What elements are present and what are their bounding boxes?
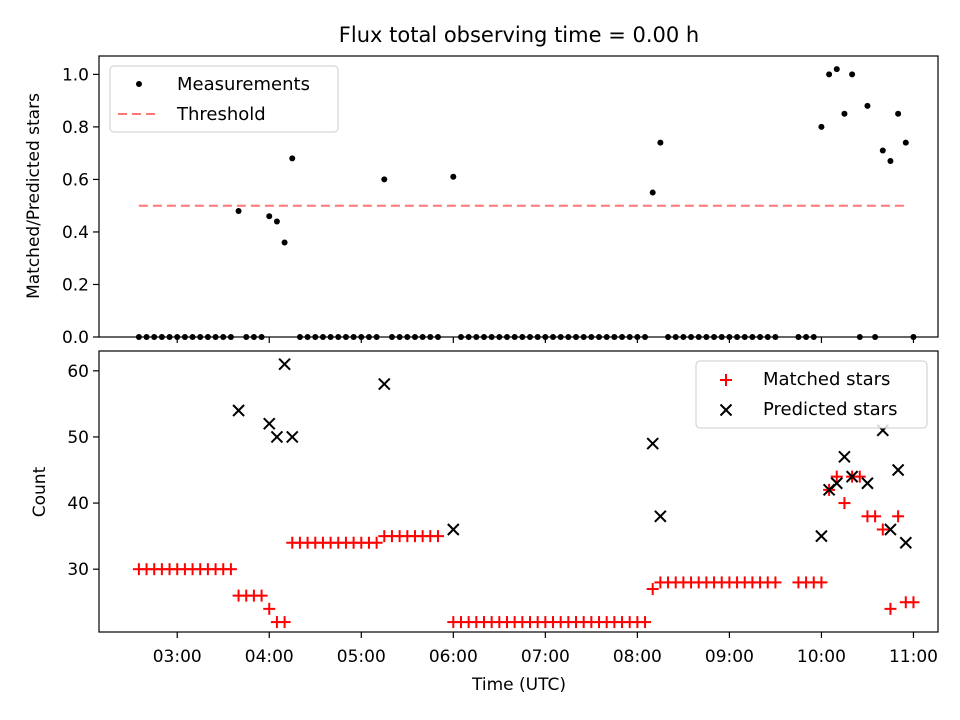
bottom-x-tick-label: 11:00 [889, 647, 938, 667]
matched-star-point [830, 470, 843, 483]
top-axes-frame [98, 55, 939, 338]
measurement-point [818, 123, 825, 130]
matched-star-point [892, 510, 905, 523]
predicted-star-point [899, 536, 912, 549]
legend-measurements-label: Measurements [177, 74, 310, 95]
bottom-x-tick-label: 07:00 [521, 647, 570, 667]
matched-star-point [278, 616, 291, 629]
measurement-point [657, 139, 664, 146]
legend-predicted-symbol [719, 403, 733, 417]
matched-star-point [876, 523, 889, 536]
measurement-point [849, 71, 856, 78]
bottom-y-tick-label: 60 [67, 362, 89, 382]
legend-matched-label: Matched stars [763, 369, 890, 390]
predicted-star-point [861, 477, 874, 490]
matched-star-point [370, 536, 383, 549]
measurement-point [649, 189, 656, 196]
measurement-point [381, 176, 388, 183]
legend-measurements-marker [136, 81, 142, 87]
matched-star-point [907, 596, 920, 609]
measurement-point [887, 158, 894, 165]
matched-star-point [431, 530, 444, 543]
matched-star-point [224, 563, 237, 576]
measurement-point [273, 218, 280, 225]
legend-matched-marker [720, 374, 732, 386]
bottom-x-tick-label: 06:00 [429, 647, 478, 667]
bottom-x-axis: 03:00 04:00 05:00 06:00 07:00 08:00 09:00 10:00… [153, 632, 938, 667]
predicted-star-point [845, 470, 859, 483]
chart-title: Flux total observing time = 0.00 h [339, 23, 699, 47]
bottom-x-tick-label: 08:00 [613, 647, 662, 667]
top-y-tick-label: 0.0 [62, 328, 89, 348]
predicted-star-point [270, 430, 284, 444]
predicted-star-point [830, 477, 843, 490]
measurement-point [450, 173, 457, 180]
bottom-legend-box [695, 360, 928, 429]
predicted-star-point [286, 430, 299, 444]
predicted-star-point [838, 450, 851, 463]
bottom-y-axis: 30 40 50 60 [67, 362, 99, 580]
predicted-star-point [891, 463, 905, 477]
predicted-star-point [654, 510, 667, 523]
bottom-x-tick-label: 10:00 [797, 647, 846, 667]
matched-star-point [769, 576, 782, 589]
measurement-point [895, 110, 902, 117]
bottom-y-axis-label: Count [30, 466, 50, 517]
bottom-y-tick-label: 40 [67, 494, 89, 514]
measurement-point [826, 71, 833, 78]
top-y-tick-label: 0.4 [62, 223, 89, 243]
measurement-points [135, 66, 917, 340]
bottom-x-tick-label: 04:00 [245, 647, 294, 667]
measurement-point [266, 213, 273, 220]
matched-star-point [639, 616, 652, 629]
legend-threshold-label: Threshold [176, 104, 266, 125]
bottom-y-tick-label: 30 [67, 560, 89, 580]
top-y-axis: 0.0 0.2 0.4 0.6 0.8 1.0 [62, 65, 99, 348]
legend-predicted-label: Predicted stars [763, 399, 897, 420]
predicted-star-point [646, 437, 659, 450]
bottom-axes-frame [98, 350, 939, 633]
x-axis-label: Time (UTC) [471, 675, 566, 695]
count-points [132, 358, 920, 629]
predicted-star-point [232, 404, 245, 417]
matched-star-point [884, 602, 897, 615]
legend-matched-symbol [720, 374, 732, 386]
predicted-star-point [447, 523, 460, 536]
matched-star-point [853, 470, 866, 483]
predicted-star-point [263, 417, 276, 430]
top-legend-box [109, 65, 339, 133]
matched-star-point [646, 583, 659, 596]
top-y-tick-label: 0.6 [62, 170, 89, 190]
measurement-point [281, 239, 288, 246]
predicted-star-point [815, 529, 828, 543]
measurement-point [841, 110, 848, 117]
measurement-point [879, 147, 886, 154]
legend-predicted-marker [719, 403, 733, 417]
matched-star-point [838, 497, 851, 510]
bottom-x-tick-label: 05:00 [337, 647, 386, 667]
matched-star-point [263, 602, 276, 615]
bottom-y-tick-label: 50 [67, 428, 89, 448]
top-legend: Measurements Threshold [109, 65, 339, 133]
bottom-legend: Matched stars Predicted stars [695, 360, 928, 429]
bottom-x-tick-label: 03:00 [153, 647, 202, 667]
predicted-star-point [378, 377, 391, 391]
matched-star-point [255, 589, 268, 602]
top-y-tick-label: 1.0 [62, 65, 89, 85]
top-y-tick-label: 0.2 [62, 275, 89, 295]
matched-star-point [869, 510, 882, 523]
bottom-x-tick-label: 09:00 [705, 647, 754, 667]
matched-star-point [815, 576, 828, 589]
top-y-tick-label: 0.8 [62, 118, 89, 138]
predicted-star-point [884, 523, 897, 536]
measurement-point [864, 102, 871, 109]
predicted-star-point [278, 358, 291, 371]
measurement-point [833, 66, 840, 73]
measurement-point [902, 139, 909, 146]
measurement-point [289, 155, 296, 162]
top-y-axis-label: Matched/Predicted stars [24, 93, 44, 299]
measurement-point [235, 207, 242, 214]
